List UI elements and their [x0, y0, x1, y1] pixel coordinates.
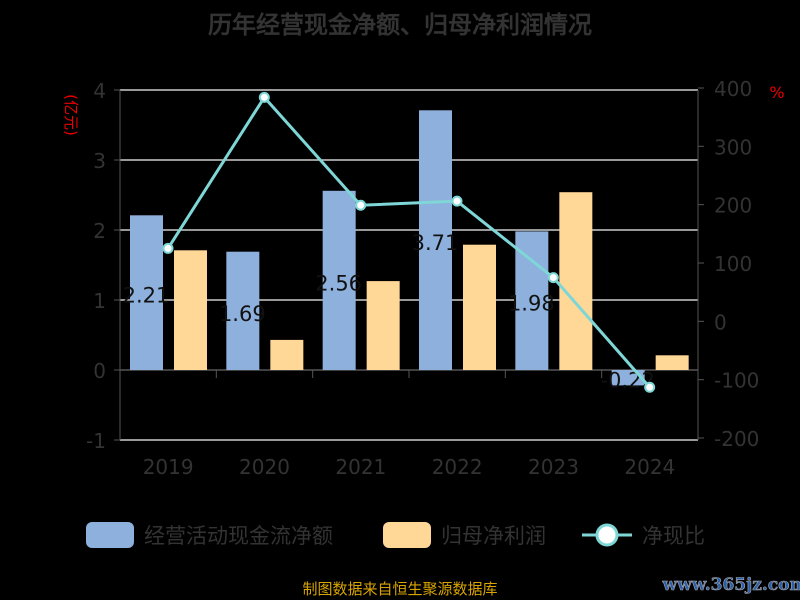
source-note: 制图数据来自恒生聚源数据库 — [302, 580, 497, 598]
x-tick-label: 2020 — [239, 455, 290, 479]
legend-item-cfo[interactable]: 经营活动现金流净额 — [86, 522, 333, 548]
x-tick-label: 2019 — [143, 455, 194, 479]
point-cash-ratio — [451, 195, 463, 207]
point-cash-ratio — [258, 91, 270, 103]
y-left-tick-label: -1 — [86, 429, 106, 453]
legend-marker-ratio — [595, 523, 619, 547]
x-tick-label: 2023 — [528, 455, 579, 479]
bar-net-profit — [174, 250, 207, 370]
line-cash-ratio — [166, 94, 651, 389]
x-tick-label: 2024 — [624, 455, 675, 479]
bar-operating-cash-flow — [322, 190, 356, 370]
y-right-tick-label: 200 — [714, 194, 752, 218]
y-left-tick-label: 4 — [93, 79, 106, 103]
data-label: 3.71 — [412, 231, 459, 255]
y-right-label: % — [769, 83, 784, 102]
legend-swatch-profit — [383, 522, 431, 548]
data-label: 1.98 — [508, 292, 555, 316]
y-right-tick-label: -100 — [714, 369, 759, 393]
legend-item-ratio[interactable]: 净现比 — [582, 523, 705, 548]
watermark: www.365jz.com — [662, 575, 800, 595]
y-left-tick-label: 2 — [93, 219, 106, 243]
bar-net-profit — [655, 355, 689, 370]
bar-operating-cash-flow — [130, 215, 163, 370]
bar-net-profit — [366, 281, 400, 370]
bar-operating-cash-flow — [419, 110, 452, 371]
legend-label-ratio: 净现比 — [642, 524, 705, 548]
bar-operating-cash-flow — [515, 231, 549, 370]
legend-label-profit: 归母净利润 — [441, 524, 546, 548]
legend-item-profit[interactable]: 归母净利润 — [383, 522, 546, 548]
point-cash-ratio — [547, 272, 559, 284]
x-tick-label: 2022 — [432, 455, 483, 479]
bar-net-profit — [270, 339, 304, 370]
bar-net-profit — [559, 192, 593, 370]
y-left-label: (亿元) — [62, 94, 80, 136]
legend-swatch-cfo — [86, 522, 134, 548]
point-cash-ratio — [644, 381, 656, 393]
y-right-tick-label: 300 — [714, 135, 752, 159]
x-tick-label: 2021 — [335, 455, 386, 479]
y-left-tick-label: 3 — [93, 149, 106, 173]
y-left-tick-label: 1 — [93, 289, 106, 313]
y-right-tick-label: 100 — [714, 252, 752, 276]
bar-operating-cash-flow — [226, 251, 260, 370]
y-right-tick-label: -200 — [714, 427, 759, 451]
y-right-tick-label: 0 — [714, 310, 727, 334]
chart-title: 历年经营现金净额、归母净利润情况 — [208, 11, 592, 39]
data-label: 2.56 — [315, 271, 362, 295]
legend-label-cfo: 经营活动现金流净额 — [144, 524, 333, 548]
data-label: 1.69 — [219, 302, 266, 326]
bar-net-profit — [463, 244, 496, 370]
data-label: 2.21 — [123, 284, 170, 308]
y-right-tick-label: 400 — [714, 77, 752, 101]
y-left-tick-label: 0 — [93, 359, 106, 383]
point-cash-ratio — [162, 242, 174, 254]
legend: 经营活动现金流净额 归母净利润 净现比 — [86, 522, 705, 548]
point-cash-ratio — [355, 199, 367, 211]
